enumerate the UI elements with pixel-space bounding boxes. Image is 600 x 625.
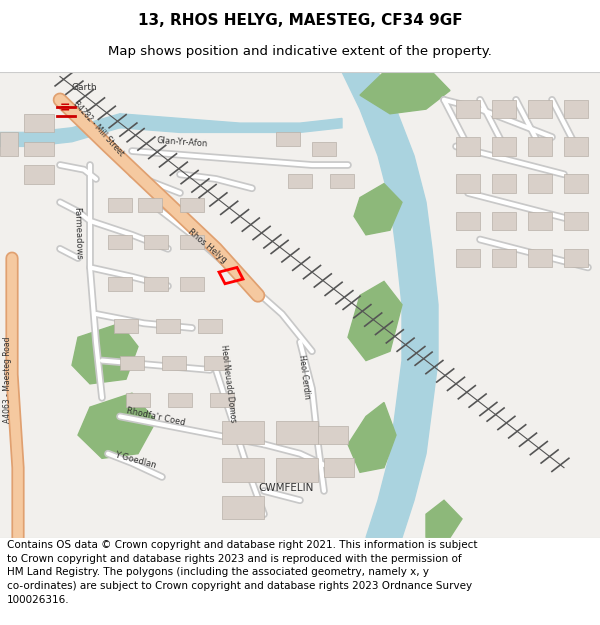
Text: Rhodfa'r Coed: Rhodfa'r Coed [126,406,187,428]
Bar [168,393,192,407]
Polygon shape [426,500,462,538]
Polygon shape [354,184,402,235]
Polygon shape [348,402,396,472]
Bar [108,277,132,291]
Text: Farmeadows: Farmeadows [72,207,83,260]
Bar [276,132,300,146]
Bar [222,421,264,444]
Bar [528,137,552,156]
Text: ≡: ≡ [60,101,71,114]
Text: Garth: Garth [72,84,98,92]
Bar [330,174,354,188]
Text: 13, RHOS HELYG, MAESTEG, CF34 9GF: 13, RHOS HELYG, MAESTEG, CF34 9GF [137,12,463,28]
Text: Contains OS data © Crown copyright and database right 2021. This information is : Contains OS data © Crown copyright and d… [7,540,478,604]
Bar [120,356,144,370]
Bar [144,235,168,249]
Bar [222,458,264,482]
Bar [492,137,516,156]
Bar [180,198,204,211]
Bar [156,319,180,332]
Bar [276,421,318,444]
Bar [492,211,516,230]
Bar [222,496,264,519]
Bar [108,198,132,211]
Bar [126,393,150,407]
Bar [564,211,588,230]
Polygon shape [360,72,450,114]
Polygon shape [78,393,156,458]
Bar [492,174,516,193]
Polygon shape [0,114,120,146]
Bar [528,174,552,193]
Bar [456,137,480,156]
Polygon shape [348,281,402,361]
Bar [210,393,234,407]
Bar [144,277,168,291]
Bar [276,458,318,482]
Text: Heol Neuadd Domos: Heol Neuadd Domos [219,344,238,423]
Text: A4063 - Maesteg Road: A4063 - Maesteg Road [3,337,12,423]
Bar [528,249,552,268]
Bar [456,249,480,268]
Text: B4282 - Mill Street: B4282 - Mill Street [72,99,126,158]
Bar [24,142,54,156]
Bar [492,100,516,119]
Bar [312,142,336,156]
Bar [528,211,552,230]
Bar [564,174,588,193]
Bar [492,249,516,268]
Bar [288,174,312,188]
Bar [0,132,18,156]
Bar [114,319,138,332]
Bar [324,458,354,477]
Polygon shape [342,72,438,538]
Polygon shape [72,323,138,384]
Text: Y Goedlan: Y Goedlan [114,450,158,469]
Text: Glan-Yr-Afon: Glan-Yr-Afon [156,136,208,148]
Bar [456,174,480,193]
Text: Rhos Helyg: Rhos Helyg [186,228,229,265]
Bar [318,426,348,444]
Bar [24,114,54,132]
Bar [138,198,162,211]
Bar [564,100,588,119]
Bar [162,356,186,370]
Text: CWMFELIN: CWMFELIN [258,483,313,493]
Bar [108,235,132,249]
Polygon shape [120,114,342,132]
Bar [24,165,54,184]
Bar [456,100,480,119]
Bar [198,319,222,332]
Text: Map shows position and indicative extent of the property.: Map shows position and indicative extent… [108,45,492,58]
Bar [456,211,480,230]
Bar [180,277,204,291]
Bar [564,249,588,268]
Bar [204,356,228,370]
Bar [180,235,204,249]
Bar [528,100,552,119]
Bar [564,137,588,156]
Text: Heol Cerdin: Heol Cerdin [297,354,311,400]
